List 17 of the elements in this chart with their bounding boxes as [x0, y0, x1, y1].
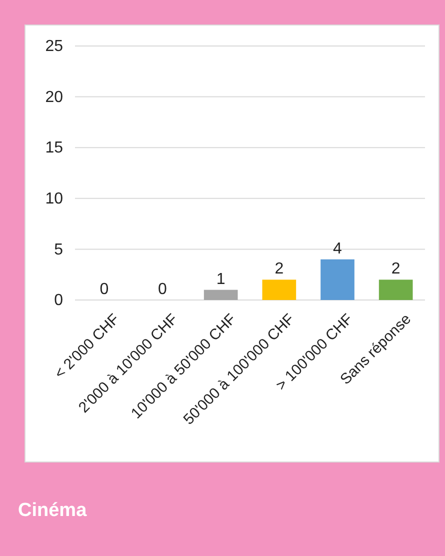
data-label: 2	[274, 260, 284, 278]
data-label: 1	[216, 270, 226, 288]
y-tick-label: 5	[54, 241, 64, 258]
bar	[262, 280, 296, 300]
y-tick-label: 0	[54, 292, 64, 310]
data-label: 2	[391, 260, 400, 278]
y-tick-label: 25	[45, 38, 64, 56]
y-tick-label: 15	[45, 140, 64, 157]
y-tick-label: 10	[45, 190, 64, 208]
data-label: 0	[158, 281, 168, 298]
text: Cinéma	[18, 500, 88, 521]
bar	[378, 280, 413, 300]
bar	[320, 259, 354, 300]
data-label: 0	[100, 281, 109, 298]
data-label: 4	[333, 240, 342, 258]
y-tick-label: 20	[45, 88, 64, 106]
bar	[204, 290, 238, 300]
